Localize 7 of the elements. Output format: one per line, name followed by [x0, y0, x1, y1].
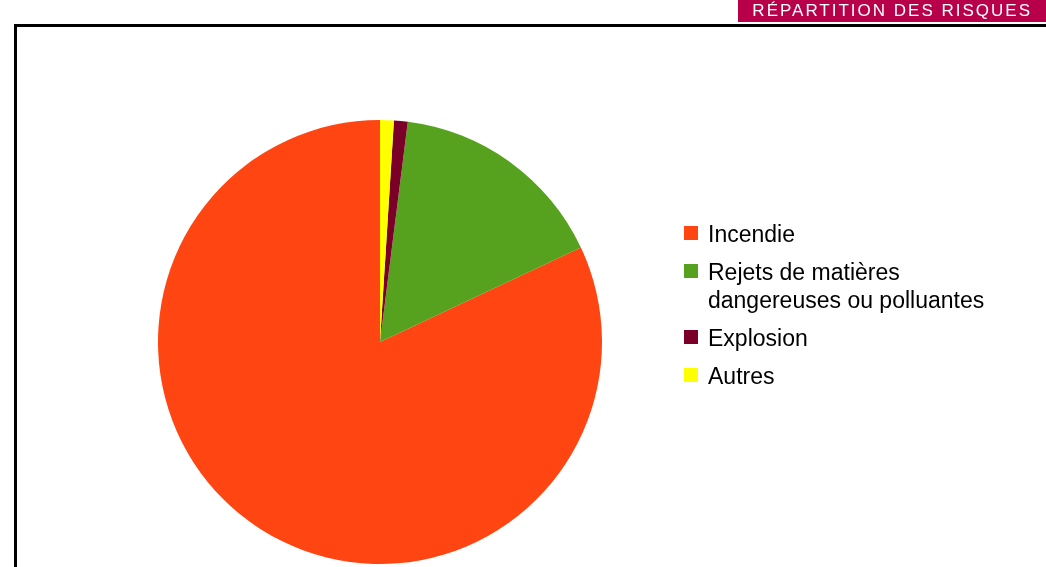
legend-label: Incendie	[708, 220, 796, 248]
pie-slice	[380, 121, 581, 342]
legend-label: Rejets de matières dangereuses ou polluantes	[708, 258, 986, 314]
legend-label: Autres	[708, 362, 776, 390]
pie-slice	[158, 120, 602, 564]
chart-title: RÉPARTITION DES RISQUES	[738, 0, 1046, 22]
legend-label: Explosion	[708, 324, 809, 352]
